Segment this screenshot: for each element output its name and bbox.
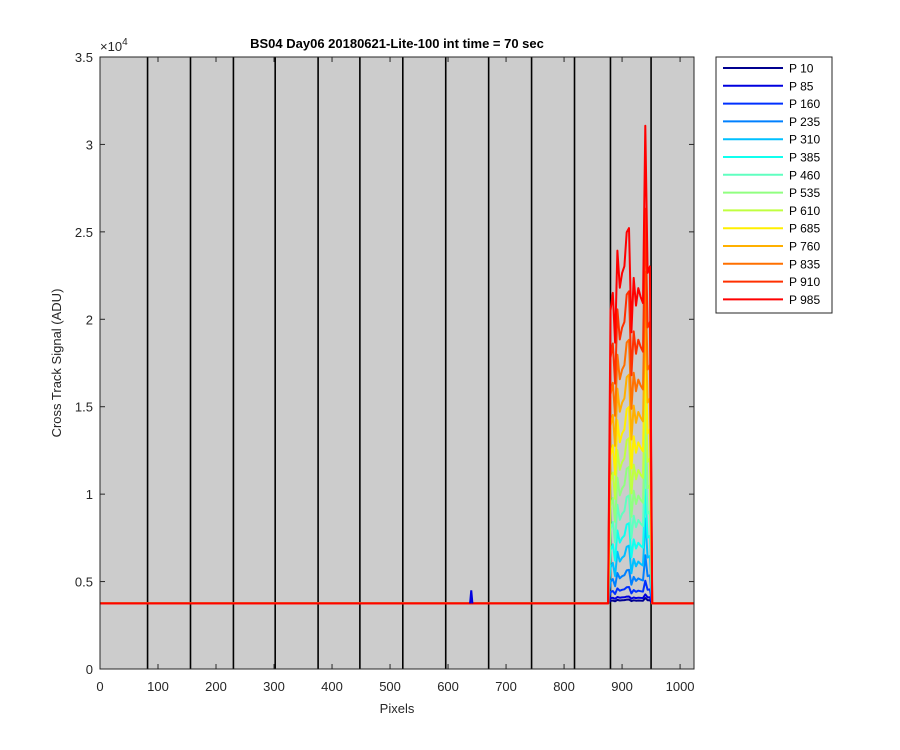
y-axis: 0 0.5 1 1.5 2 2.5 3 3.5 bbox=[75, 50, 694, 677]
plot-frame bbox=[99, 56, 695, 670]
y-axis-label: Cross Track Signal (ADU) bbox=[49, 289, 64, 438]
legend-label: P 835 bbox=[789, 257, 820, 271]
x-tick-label: 500 bbox=[379, 679, 401, 694]
x-tick-label: 700 bbox=[495, 679, 517, 694]
x-axis: 0 100 200 300 400 500 600 700 800 900 1000 bbox=[96, 57, 695, 694]
legend-label: P 160 bbox=[789, 97, 820, 111]
legend: P 10 P 85 P 160 P 235 P 310 P 385 P 460 P 535 P … bbox=[715, 56, 833, 314]
x-tick-label: 600 bbox=[437, 679, 459, 694]
spike-mark bbox=[469, 590, 474, 604]
legend-label: P 10 bbox=[789, 62, 814, 76]
y-exponent-label: ×104 bbox=[100, 37, 128, 54]
legend-label: P 910 bbox=[789, 275, 820, 289]
x-tick-label: 800 bbox=[553, 679, 575, 694]
legend-label: P 385 bbox=[789, 151, 820, 165]
legend-label: P 310 bbox=[789, 133, 820, 147]
x-tick-label: 300 bbox=[263, 679, 285, 694]
legend-label: P 460 bbox=[789, 168, 820, 182]
legend-label: P 685 bbox=[789, 222, 820, 236]
legend-label: P 85 bbox=[789, 79, 814, 93]
legend-label: P 610 bbox=[789, 204, 820, 218]
legend-label: P 235 bbox=[789, 115, 820, 129]
y-tick-label: 2 bbox=[86, 312, 93, 327]
y-tick-label: 2.5 bbox=[75, 225, 93, 240]
y-tick-label: 1.5 bbox=[75, 400, 93, 415]
series-layer bbox=[100, 124, 694, 605]
x-tick-label: 400 bbox=[321, 679, 343, 694]
y-tick-label: 0 bbox=[86, 662, 93, 677]
x-tick-label: 0 bbox=[96, 679, 103, 694]
y-tick-label: 0.5 bbox=[75, 575, 93, 590]
y-tick-label: 1 bbox=[86, 487, 93, 502]
x-tick-label: 100 bbox=[147, 679, 169, 694]
x-axis-label: Pixels bbox=[380, 701, 415, 716]
chart-title: BS04 Day06 20180621-Lite-100 int time = … bbox=[250, 36, 544, 51]
x-tick-label: 900 bbox=[611, 679, 633, 694]
y-exponent-base: ×10 bbox=[100, 39, 122, 54]
legend-box bbox=[715, 56, 833, 314]
y-tick-label: 3.5 bbox=[75, 50, 93, 65]
x-tick-label: 1000 bbox=[666, 679, 695, 694]
plot-area bbox=[100, 57, 694, 669]
x-tick-label: 200 bbox=[205, 679, 227, 694]
legend-label: P 760 bbox=[789, 240, 820, 254]
y-tick-label: 3 bbox=[86, 137, 93, 152]
y-exponent-power: 4 bbox=[122, 37, 128, 48]
legend-label: P 985 bbox=[789, 293, 820, 307]
series-line bbox=[100, 124, 694, 605]
legend-label: P 535 bbox=[789, 186, 820, 200]
